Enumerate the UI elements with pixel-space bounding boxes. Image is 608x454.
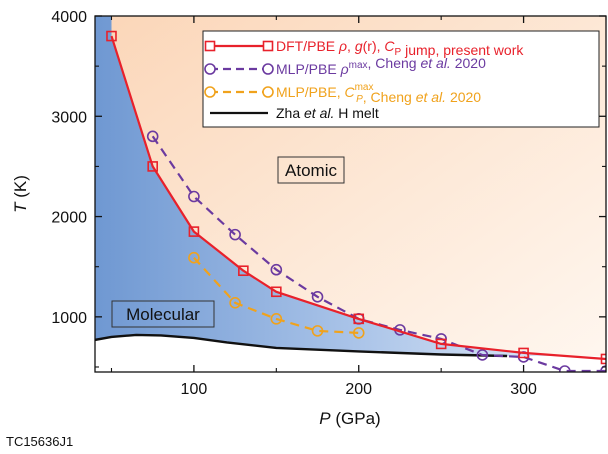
- y-tick-label: 2000: [51, 210, 87, 227]
- figure-id: TC15636J1: [6, 434, 73, 449]
- y-tick-label: 3000: [51, 109, 87, 126]
- atomic-label: Atomic: [285, 161, 337, 180]
- legend-part: ρ: [340, 61, 349, 77]
- x-axis-title-unit: (GPa): [331, 409, 381, 428]
- x-tick-label: 100: [181, 381, 208, 398]
- legend-part: g: [355, 38, 363, 54]
- legend-part: DFT/PBE: [276, 38, 339, 54]
- legend: DFT/PBE ρ, g(r), CP jump, present workML…: [203, 31, 599, 127]
- legend-swatch-marker: [263, 64, 273, 74]
- x-axis-title-symbol: P: [319, 409, 331, 428]
- legend-label: Zha et al. H melt: [276, 105, 379, 121]
- legend-part: 2020: [446, 89, 481, 105]
- y-axis-title-unit: (K): [11, 175, 30, 202]
- y-axis-title: T (K): [11, 175, 30, 213]
- legend-part: ,: [377, 38, 385, 54]
- legend-part: , Cheng: [368, 55, 421, 71]
- legend-part: , Cheng: [363, 89, 416, 105]
- atomic-label-box: Atomic: [278, 157, 344, 183]
- legend-part: MLP/PBE: [276, 61, 341, 77]
- y-tick-label: 1000: [51, 310, 87, 327]
- legend-part: ρ: [338, 38, 347, 54]
- molecular-label-box: Molecular: [112, 301, 214, 327]
- molecular-label: Molecular: [126, 305, 200, 324]
- legend-swatch-marker: [205, 64, 215, 74]
- legend-swatch-marker: [205, 87, 215, 97]
- legend-part: ,: [347, 38, 355, 54]
- x-tick-label: 200: [345, 381, 372, 398]
- x-axis-title: P (GPa): [319, 409, 380, 428]
- legend-part: et al.: [420, 55, 450, 71]
- legend-part: H melt: [334, 105, 378, 121]
- legend-swatch-marker: [206, 42, 215, 51]
- y-tick-label: 4000: [51, 9, 87, 26]
- legend-part: (r): [363, 38, 377, 54]
- x-tick-label: 300: [510, 381, 537, 398]
- legend-part: et al.: [416, 89, 446, 105]
- legend-swatch-marker: [263, 87, 273, 97]
- legend-part: 2020: [451, 55, 486, 71]
- legend-part: MLP/PBE,: [276, 84, 344, 100]
- legend-part: max: [349, 60, 368, 71]
- legend-swatch-marker: [264, 42, 273, 51]
- legend-part: et al.: [304, 105, 334, 121]
- legend-part: Zha: [276, 105, 304, 121]
